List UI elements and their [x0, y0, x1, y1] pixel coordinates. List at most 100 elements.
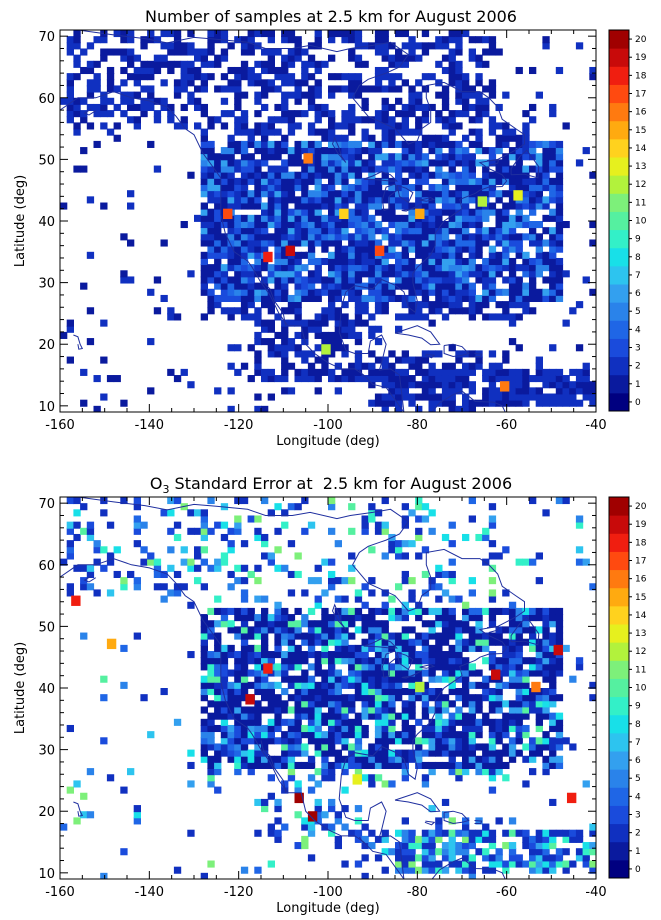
heatmap-cell — [240, 301, 249, 309]
heatmap-cell — [361, 264, 369, 272]
heatmap-cell — [508, 669, 517, 677]
heatmap-cell — [274, 607, 282, 615]
heatmap-cell — [408, 724, 416, 733]
heatmap-cell — [468, 681, 476, 689]
heatmap-cell — [334, 251, 342, 259]
heatmap-cell — [575, 546, 584, 554]
heatmap-cell — [307, 607, 316, 615]
heatmap-cell — [462, 368, 470, 376]
heatmap-cell — [381, 214, 389, 222]
heatmap-cell — [502, 712, 510, 720]
heatmap-cell — [441, 313, 450, 321]
heatmap-cell — [234, 694, 242, 702]
heatmap-cell — [441, 85, 450, 93]
heatmap-cell — [348, 829, 356, 837]
heatmap-cell — [348, 257, 356, 266]
heatmap-cell — [482, 854, 490, 862]
heatmap-cell — [220, 270, 229, 278]
heatmap-cell — [415, 761, 423, 770]
colorbar-label: 20 — [635, 502, 647, 512]
heatmap-cell — [475, 147, 483, 155]
heatmap-cell — [254, 718, 262, 726]
heatmap-cell — [468, 626, 476, 634]
heatmap-cell — [448, 712, 456, 720]
heatmap-cell — [274, 313, 282, 321]
heatmap-cell — [381, 620, 389, 628]
heatmap-cell — [240, 140, 249, 148]
heatmap-cell — [267, 208, 275, 216]
heatmap-cell — [529, 153, 537, 161]
heatmap-cell — [522, 860, 530, 868]
heatmap-cell — [502, 202, 510, 210]
heatmap-cell — [247, 233, 255, 241]
heatmap-cell — [321, 607, 329, 615]
heatmap-cell — [348, 669, 356, 677]
heatmap-cell — [381, 601, 389, 609]
heatmap-cell — [535, 196, 543, 204]
heatmap-cell — [220, 85, 229, 93]
heatmap-cell — [247, 42, 255, 50]
heatmap-cell — [515, 134, 523, 142]
heatmap-cell — [415, 91, 423, 99]
heatmap-cell — [495, 688, 503, 696]
heatmap-cell — [348, 190, 356, 198]
heatmap-cell — [287, 774, 296, 782]
heatmap-cell — [462, 159, 470, 167]
heatmap-cell — [267, 558, 275, 566]
heatmap-cell — [455, 30, 463, 38]
heatmap-cell — [555, 257, 564, 266]
heatmap-cell — [535, 848, 543, 856]
heatmap-cell — [140, 36, 148, 44]
heatmap-cell — [388, 362, 396, 370]
heatmap-cell — [348, 718, 356, 726]
heatmap-cell — [508, 706, 517, 714]
heatmap-cell — [328, 294, 336, 303]
heatmap-cell — [234, 700, 242, 708]
heatmap-cell — [214, 196, 222, 204]
heatmap-cell — [401, 313, 409, 321]
heatmap-cell — [261, 91, 269, 99]
heatmap-cell — [207, 620, 215, 628]
x-tick-label: -160 — [45, 418, 75, 433]
heatmap-cell — [515, 644, 523, 652]
heatmap-cell — [555, 737, 564, 745]
heatmap-cell — [542, 196, 550, 204]
colorbar-label: 0 — [635, 398, 641, 408]
heatmap-cell — [515, 558, 523, 566]
heatmap-cell — [508, 313, 517, 321]
heatmap-cell — [388, 294, 396, 303]
heatmap-cell — [287, 171, 296, 179]
heatmap-cell — [240, 294, 249, 303]
heatmap-cell — [254, 177, 262, 185]
colorbar-label: 18 — [635, 538, 647, 548]
heatmap-cell — [435, 375, 443, 383]
heatmap-cell — [267, 184, 275, 192]
heatmap-cell — [374, 208, 383, 216]
heatmap-cell — [535, 644, 543, 652]
heatmap-cell — [368, 589, 376, 597]
heatmap-cell — [173, 30, 182, 38]
heatmap-cell — [535, 368, 543, 376]
heatmap-cell — [381, 307, 389, 315]
heatmap-cell — [361, 620, 369, 628]
heatmap-cell — [147, 387, 155, 395]
heatmap-cell — [281, 638, 289, 646]
heatmap-cell — [388, 681, 396, 689]
heatmap-cell — [294, 350, 302, 358]
heatmap-cell — [334, 294, 342, 303]
heatmap-cell — [488, 768, 497, 776]
heatmap-cell — [368, 276, 376, 284]
heatmap-cell — [207, 190, 215, 198]
heatmap-cell — [515, 700, 523, 708]
heatmap-cell — [354, 375, 363, 383]
heatmap-cell — [254, 110, 262, 118]
heatmap-cell — [227, 264, 235, 272]
heatmap-cell — [401, 848, 409, 856]
heatmap-cell — [401, 768, 409, 776]
heatmap-cell — [529, 768, 537, 776]
heatmap-cell — [281, 700, 289, 708]
colorbar-label: 20 — [635, 35, 647, 45]
heatmap-cell — [381, 245, 389, 253]
heatmap-cell — [495, 233, 503, 241]
heatmap-cell — [401, 614, 409, 622]
